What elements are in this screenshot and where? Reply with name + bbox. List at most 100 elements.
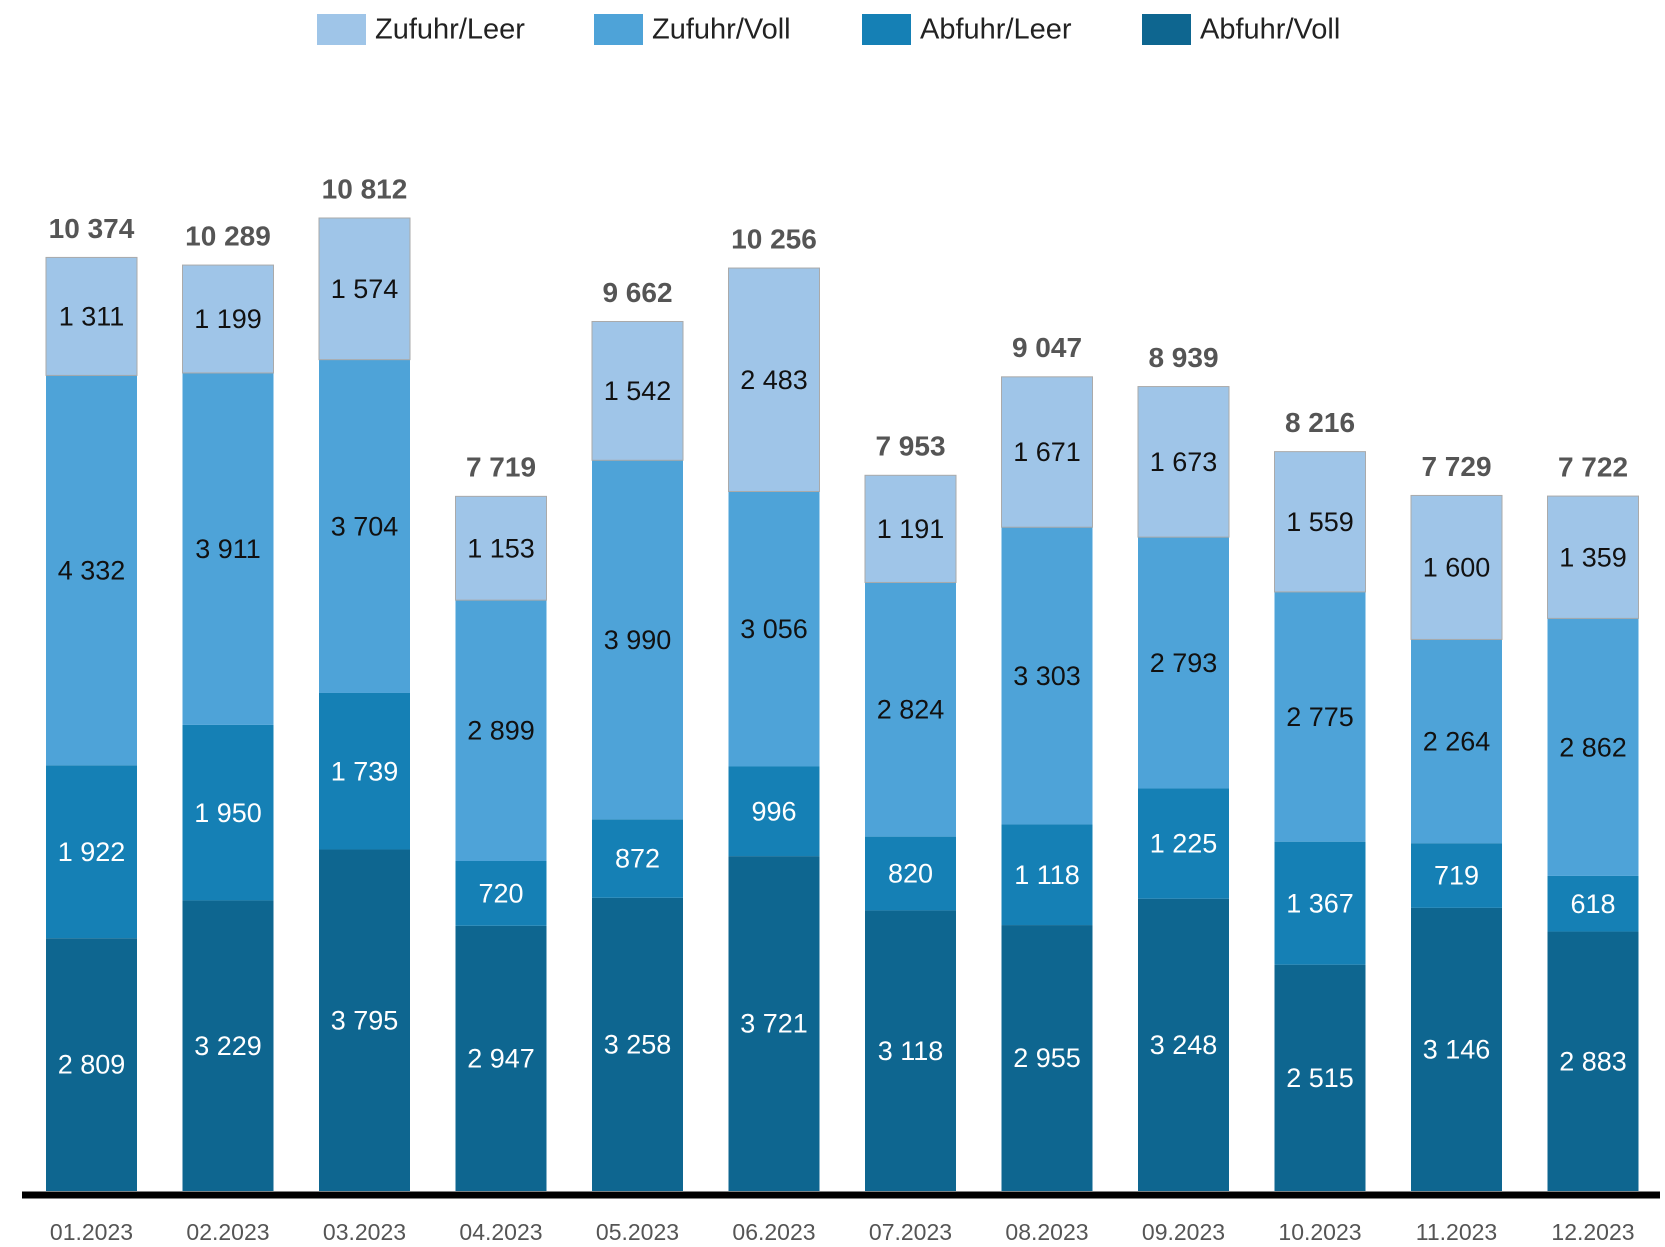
bar-segment (1547, 618, 1639, 876)
segment-label: 2 793 (1150, 648, 1218, 678)
segment-label: 1 118 (1014, 860, 1080, 890)
bar-segment (728, 491, 820, 767)
segment-label: 1 191 (877, 514, 945, 544)
segment-label: 1 311 (59, 302, 125, 332)
segment-label: 3 248 (1150, 1030, 1218, 1060)
bar-segment (1001, 527, 1093, 825)
legend-label: Abfuhr/Voll (1200, 14, 1340, 46)
x-tick-label: 03.2023 (323, 1219, 406, 1245)
legend-swatch (1142, 14, 1191, 45)
total-label: 9 662 (602, 277, 672, 308)
bar-segment (1001, 925, 1093, 1191)
bar-segment (319, 849, 410, 1191)
segment-label: 719 (1434, 861, 1479, 891)
bar-segment (46, 375, 137, 766)
total-label: 7 722 (1558, 451, 1628, 482)
bar-segment (182, 900, 274, 1191)
segment-label: 2 809 (58, 1050, 126, 1080)
legend-swatch (594, 14, 643, 45)
segment-label: 3 990 (604, 625, 672, 655)
bar-segment (865, 582, 956, 837)
legend-label: Zufuhr/Voll (652, 14, 791, 46)
segment-label: 3 056 (740, 614, 808, 644)
x-tick-label: 11.2023 (1416, 1219, 1497, 1245)
segment-label: 3 721 (740, 1009, 808, 1039)
bar-segment (45, 256, 138, 376)
bar-segment (455, 495, 547, 601)
bar-segment (1137, 386, 1230, 538)
segment-label: 2 947 (467, 1044, 535, 1074)
segment-label: 3 795 (331, 1005, 399, 1035)
total-label: 7 719 (466, 452, 536, 483)
segment-label: 3 118 (878, 1036, 944, 1066)
bar-segment (592, 819, 683, 898)
bar-segment (455, 925, 547, 1191)
bar-segment (592, 897, 683, 1191)
bar-segment (182, 264, 274, 374)
segment-label: 4 332 (58, 555, 126, 585)
segment-label: 3 146 (1423, 1035, 1491, 1065)
segment-label: 720 (478, 879, 523, 909)
bar-segment (728, 267, 820, 492)
segment-label: 2 515 (1286, 1063, 1354, 1093)
bar-segment (319, 359, 410, 693)
segment-label: 3 258 (604, 1030, 672, 1060)
bar-segment (1274, 841, 1366, 965)
x-tick-label: 12.2023 (1551, 1219, 1634, 1245)
segment-label: 1 559 (1286, 507, 1354, 537)
segment-label: 1 542 (604, 376, 672, 406)
segment-label: 2 264 (1423, 726, 1491, 756)
x-tick-label: 09.2023 (1142, 1219, 1225, 1245)
segment-label: 3 704 (331, 511, 399, 541)
x-tick-label: 05.2023 (596, 1219, 679, 1245)
total-label: 10 812 (322, 173, 408, 204)
bar-segment (319, 692, 410, 850)
bar-segment (728, 856, 820, 1191)
segment-label: 3 911 (195, 534, 261, 564)
bar-segment (728, 766, 820, 857)
segment-label: 1 574 (331, 274, 399, 304)
segment-label: 1 739 (331, 756, 399, 786)
total-label: 7 729 (1421, 451, 1491, 482)
bar-segment (591, 320, 684, 461)
bar-segment (1138, 537, 1229, 789)
x-tick-label: 10.2023 (1278, 1219, 1361, 1245)
segment-label: 820 (888, 859, 933, 889)
total-label: 10 374 (49, 213, 135, 244)
bar-segment (865, 910, 956, 1191)
segment-label: 2 862 (1559, 732, 1627, 762)
legend-swatch (317, 14, 366, 45)
x-tick-label: 06.2023 (732, 1219, 815, 1245)
segment-label: 872 (615, 844, 660, 874)
segment-label: 3 303 (1013, 661, 1081, 691)
bar-segment (182, 372, 274, 725)
bar-segment (1411, 907, 1502, 1191)
bar-segment (1138, 788, 1229, 899)
bar-segment (1547, 875, 1639, 932)
segment-label: 1 950 (194, 798, 262, 828)
total-label: 10 256 (731, 223, 817, 254)
segment-label: 1 671 (1013, 437, 1081, 467)
segment-label: 2 483 (740, 365, 808, 395)
bar-segment (1547, 931, 1639, 1191)
bar-segment (1138, 898, 1229, 1191)
segment-label: 996 (751, 796, 796, 826)
segment-label: 2 955 (1013, 1043, 1081, 1073)
bar-segment (1274, 964, 1366, 1191)
x-tick-label: 02.2023 (186, 1219, 269, 1245)
bar-segment (1274, 591, 1366, 842)
bar-segment (1001, 824, 1093, 926)
x-tick-label: 01.2023 (50, 1219, 133, 1245)
segment-label: 1 673 (1150, 447, 1218, 477)
bar-segment (865, 836, 956, 911)
bar-segment (1411, 639, 1502, 844)
segment-label: 2 824 (877, 695, 945, 725)
segment-label: 1 922 (58, 837, 126, 867)
bar-segment (1547, 495, 1639, 619)
legend-label: Abfuhr/Leer (920, 14, 1072, 46)
bar-segment (46, 938, 137, 1191)
total-label: 8 939 (1148, 342, 1218, 373)
bar-segment (182, 724, 274, 901)
bar-segment (1410, 494, 1503, 640)
